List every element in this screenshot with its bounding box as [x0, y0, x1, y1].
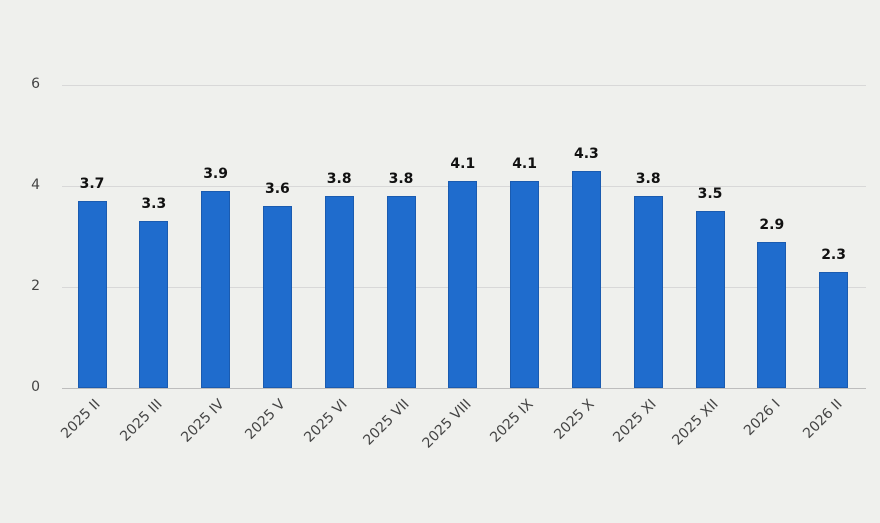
bar[interactable] — [448, 180, 478, 388]
bar[interactable] — [324, 196, 354, 388]
bar-value-label: 4.3 — [573, 145, 599, 162]
bar-value-label: 2.9 — [759, 216, 785, 233]
bar-value-label: 3.8 — [635, 171, 661, 188]
gridline — [62, 85, 866, 86]
bar[interactable] — [386, 196, 416, 388]
bar[interactable] — [819, 271, 849, 388]
bar[interactable] — [633, 196, 663, 388]
bar-value-label: 3.5 — [697, 186, 723, 203]
bar[interactable] — [77, 201, 107, 388]
bar[interactable] — [757, 241, 787, 388]
y-tick-label: 6 — [31, 76, 40, 92]
bar-value-label: 3.9 — [203, 166, 228, 183]
bar[interactable] — [201, 191, 231, 388]
y-tick-label: 0 — [31, 379, 40, 395]
bar-value-label: 4.1 — [450, 155, 476, 172]
bar[interactable] — [510, 180, 540, 388]
bar[interactable] — [262, 206, 292, 388]
bar-value-label: 4.1 — [512, 155, 537, 172]
y-tick-label: 2 — [31, 278, 40, 294]
bar-value-label: 3.3 — [141, 196, 167, 213]
bar-value-label: 3.8 — [326, 171, 352, 188]
bar-value-label: 2.3 — [821, 246, 846, 263]
bar[interactable] — [139, 221, 169, 388]
bar[interactable] — [695, 211, 725, 388]
bar[interactable] — [571, 170, 601, 388]
y-tick-label: 4 — [31, 177, 40, 193]
x-axis-line — [62, 388, 866, 389]
bar-value-label: 3.7 — [79, 176, 105, 193]
bar-value-label: 3.8 — [388, 171, 414, 188]
bar-value-label: 3.6 — [264, 181, 290, 198]
